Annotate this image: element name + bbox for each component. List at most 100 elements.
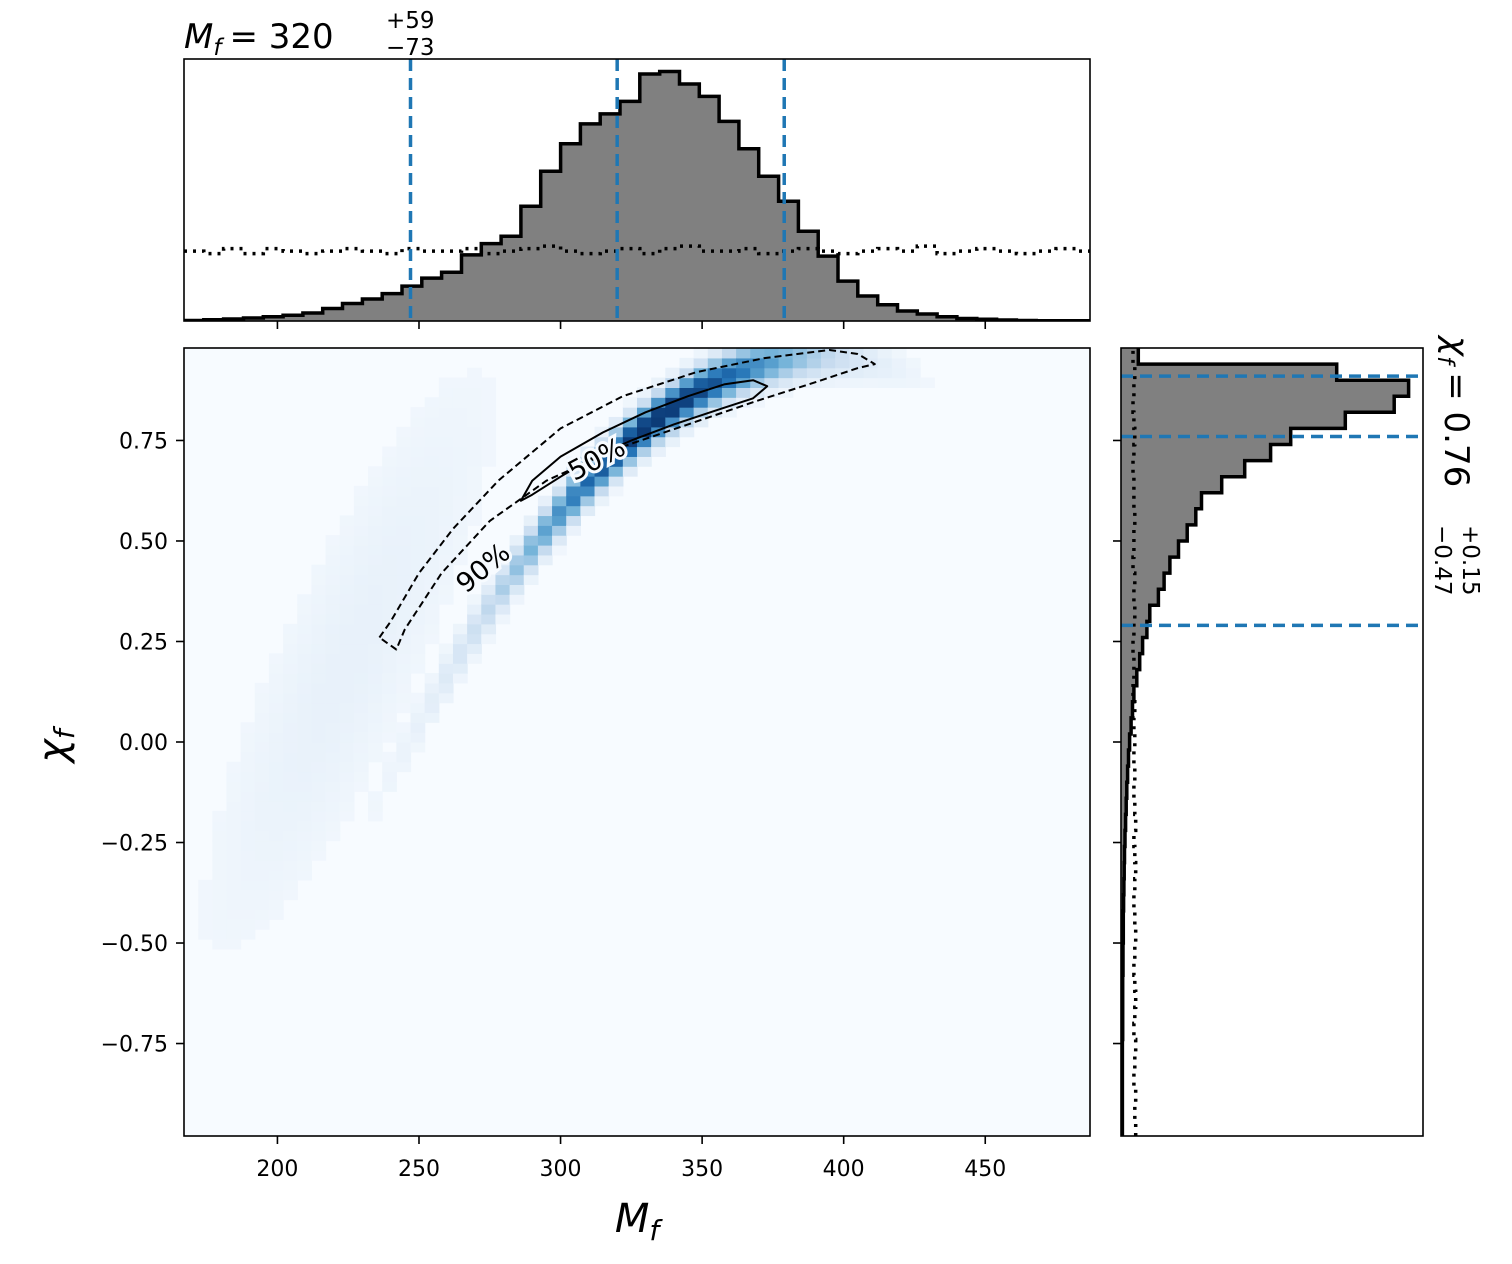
density-cell <box>283 801 298 812</box>
density-cell <box>198 919 213 930</box>
density-cell <box>240 801 256 812</box>
density-cell <box>622 407 638 418</box>
density-cell <box>424 692 440 704</box>
density-cell <box>778 367 794 379</box>
density-cell <box>325 781 341 792</box>
density-cell <box>311 801 327 812</box>
density-cell <box>353 663 369 674</box>
density-cell <box>325 810 341 822</box>
density-cell <box>580 476 596 487</box>
density-cell <box>778 357 794 369</box>
density-cell <box>594 436 610 448</box>
density-cell <box>198 899 213 911</box>
density-cell <box>877 357 893 369</box>
density-cell <box>254 879 270 891</box>
density-cell <box>509 545 525 556</box>
density-cell <box>382 515 397 526</box>
density-cell <box>452 545 468 556</box>
density-cell <box>240 850 256 861</box>
density-cell <box>212 919 228 930</box>
density-cell <box>396 742 412 753</box>
density-cell <box>821 348 836 359</box>
density-cell <box>268 820 284 832</box>
density-cell <box>325 751 341 763</box>
density-cell <box>382 495 397 507</box>
density-cell <box>396 653 412 664</box>
y-axis-subscript: f <box>48 725 81 739</box>
density-cell <box>368 613 383 625</box>
density-cell <box>311 820 327 832</box>
density-cell <box>452 535 468 546</box>
density-cell <box>382 663 397 674</box>
density-cell <box>325 584 341 595</box>
density-cell <box>339 643 355 654</box>
chi-title-upper: +0.15 <box>1457 525 1483 595</box>
density-cell <box>283 663 298 674</box>
density-cell <box>396 722 412 733</box>
density-cell <box>240 919 256 930</box>
density-cell <box>467 613 482 625</box>
density-cell <box>325 830 341 842</box>
density-cell <box>452 446 468 457</box>
density-cell <box>339 515 355 526</box>
density-cell <box>297 840 313 851</box>
density-cell <box>849 357 865 369</box>
density-cell <box>283 850 298 861</box>
density-cell <box>764 377 780 388</box>
density-cell <box>424 515 440 526</box>
density-cell <box>297 791 313 802</box>
density-cell <box>297 732 313 743</box>
density-cell <box>452 554 468 566</box>
density-cell <box>297 810 313 822</box>
density-cell <box>481 613 497 625</box>
density-cell <box>467 397 482 408</box>
density-cell <box>283 643 298 654</box>
density-cell <box>438 574 454 585</box>
density-cell <box>297 850 313 861</box>
density-cell <box>368 554 383 566</box>
density-cell <box>481 633 497 645</box>
density-cell <box>594 456 610 467</box>
density-cell <box>382 653 397 664</box>
density-cell <box>410 554 426 566</box>
density-cell <box>396 732 412 743</box>
density-cell <box>226 801 242 812</box>
density-cell <box>438 545 454 556</box>
density-cell <box>410 476 426 487</box>
density-cell <box>268 673 284 684</box>
chi-title-subscript: f <box>1432 356 1458 367</box>
density-cell <box>552 476 567 487</box>
density-cell <box>608 485 624 497</box>
density-cell <box>297 761 313 773</box>
density-cell <box>325 712 341 723</box>
y-tick-label: −0.50 <box>101 932 168 957</box>
density-cell <box>353 485 369 497</box>
density-cell <box>339 682 355 694</box>
density-cell <box>268 860 284 871</box>
density-cell <box>721 387 737 398</box>
density-cell <box>339 702 355 714</box>
density-cell <box>552 545 567 556</box>
density-cell <box>283 682 298 694</box>
density-cell <box>240 791 256 802</box>
density-cell <box>424 623 440 635</box>
main-x-ticks: 200 250 300 350 400 450 <box>256 1136 1006 1182</box>
density-cell <box>339 584 355 595</box>
density-cell <box>268 771 284 782</box>
density-cell <box>452 663 468 674</box>
density-cell <box>438 377 454 388</box>
density-cell <box>537 505 553 517</box>
density-cell <box>410 584 426 595</box>
density-cell <box>552 505 567 517</box>
density-cell <box>297 722 313 733</box>
density-cell <box>368 643 383 654</box>
density-cell <box>353 761 369 773</box>
density-cell <box>481 426 497 438</box>
y-tick-label: 0.75 <box>119 429 168 454</box>
density-cell <box>268 742 284 753</box>
density-cell <box>396 426 412 438</box>
density-cell <box>339 594 355 605</box>
density-cell <box>325 791 341 802</box>
density-cell <box>212 850 228 861</box>
density-cell <box>424 712 440 723</box>
